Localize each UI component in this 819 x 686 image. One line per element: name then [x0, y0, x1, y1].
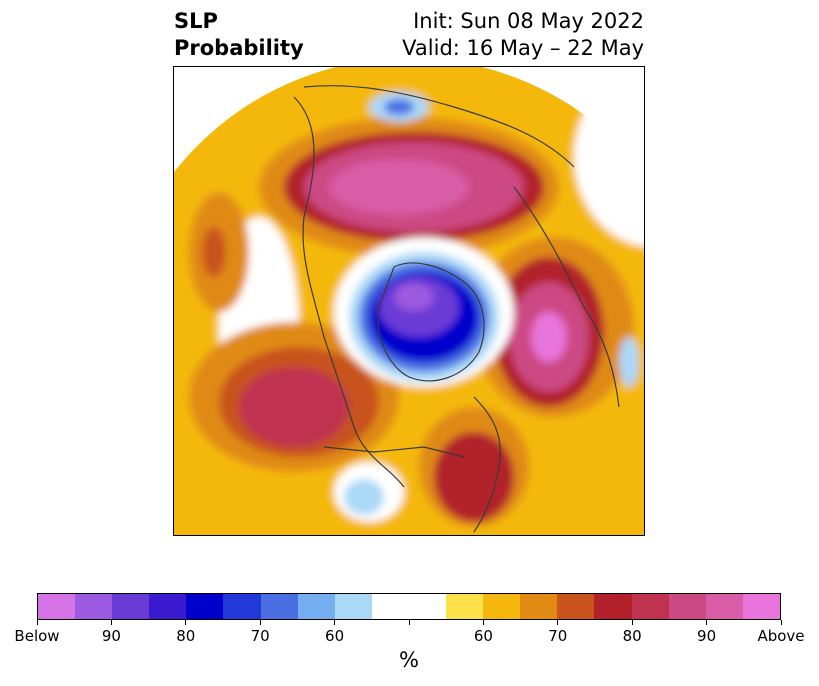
colorbar-tick [408, 620, 410, 625]
coastlines [293, 85, 620, 533]
colorbar-tick [631, 620, 633, 625]
colorbar-tick-label: 80 [622, 627, 642, 645]
coastline-europe [513, 186, 620, 408]
colorbar-segment [631, 594, 669, 619]
field-low-below [394, 283, 434, 311]
colorbar-segment [446, 594, 484, 619]
colorbar-tick [780, 620, 782, 625]
colorbar-tick-label: 90 [101, 627, 121, 645]
colorbar-segment [668, 594, 706, 619]
title-variable: SLP [174, 9, 218, 33]
colorbar-tick [706, 620, 708, 625]
field-eastus-80 [434, 432, 514, 522]
coastline-siberia [303, 85, 575, 168]
colorbar-segment [483, 594, 521, 619]
colorbar-segment [334, 594, 372, 619]
colorbar-tick [110, 620, 112, 625]
colorbar-tick [334, 620, 336, 625]
field-pacific-85 [239, 367, 349, 447]
colorbar-tick-label: 90 [697, 627, 717, 645]
coastline-east-us [473, 396, 501, 533]
valid-range: Valid: 16 May – 22 May [402, 36, 644, 60]
colorbar-segment [594, 594, 632, 619]
coastline-arctic-islands [377, 262, 485, 382]
colorbar-tick-label: 60 [325, 627, 345, 645]
colorbar-segment [408, 594, 447, 619]
colorbar-segment [75, 594, 113, 619]
colorbar-tick [557, 620, 559, 625]
field-north-below-70 [384, 99, 414, 115]
colorbar-tick-label: 60 [473, 627, 493, 645]
colorbar-segment [112, 594, 150, 619]
colorbar-tick-label: Below [14, 627, 60, 645]
colorbar-segment [557, 594, 595, 619]
field-southwest-below [344, 479, 384, 515]
colorbar-segment [223, 594, 261, 619]
colorbar-segment [371, 594, 409, 619]
border-us-canada [323, 446, 465, 458]
coastline-west [293, 96, 405, 488]
colorbar-tick [259, 620, 261, 625]
colorbar-tick [36, 620, 38, 625]
title-type: Probability [174, 36, 304, 60]
title-left: SLP Probability [174, 8, 304, 62]
colorbar [37, 593, 781, 620]
colorbar-segment [38, 594, 76, 619]
title-right: Init: Sun 08 May 2022 Valid: 16 May – 22… [402, 8, 644, 62]
colorbar-segment [149, 594, 187, 619]
init-date: Init: Sun 08 May 2022 [413, 9, 644, 33]
colorbar-segment [297, 594, 335, 619]
colorbar-segment [260, 594, 298, 619]
colorbar-tick-label: Above [757, 627, 805, 645]
colorbar-tick [482, 620, 484, 625]
slp-probability-map [174, 67, 644, 535]
colorbar-tick [185, 620, 187, 625]
map-panel [173, 66, 645, 536]
colorbar-segment [186, 594, 224, 619]
field-arctic-90 [329, 159, 469, 215]
field-westpac-75 [202, 227, 226, 277]
field-atlantic-above [531, 312, 567, 362]
colorbar-tick-label: 80 [176, 627, 196, 645]
colorbar-unit-label: % [399, 648, 419, 672]
colorbar-tick-label: 70 [250, 627, 270, 645]
field-east-below [619, 337, 639, 387]
colorbar-segment [520, 594, 558, 619]
colorbar-segment [705, 594, 743, 619]
colorbar-segment [742, 594, 780, 619]
colorbar-tick-label: 70 [548, 627, 568, 645]
